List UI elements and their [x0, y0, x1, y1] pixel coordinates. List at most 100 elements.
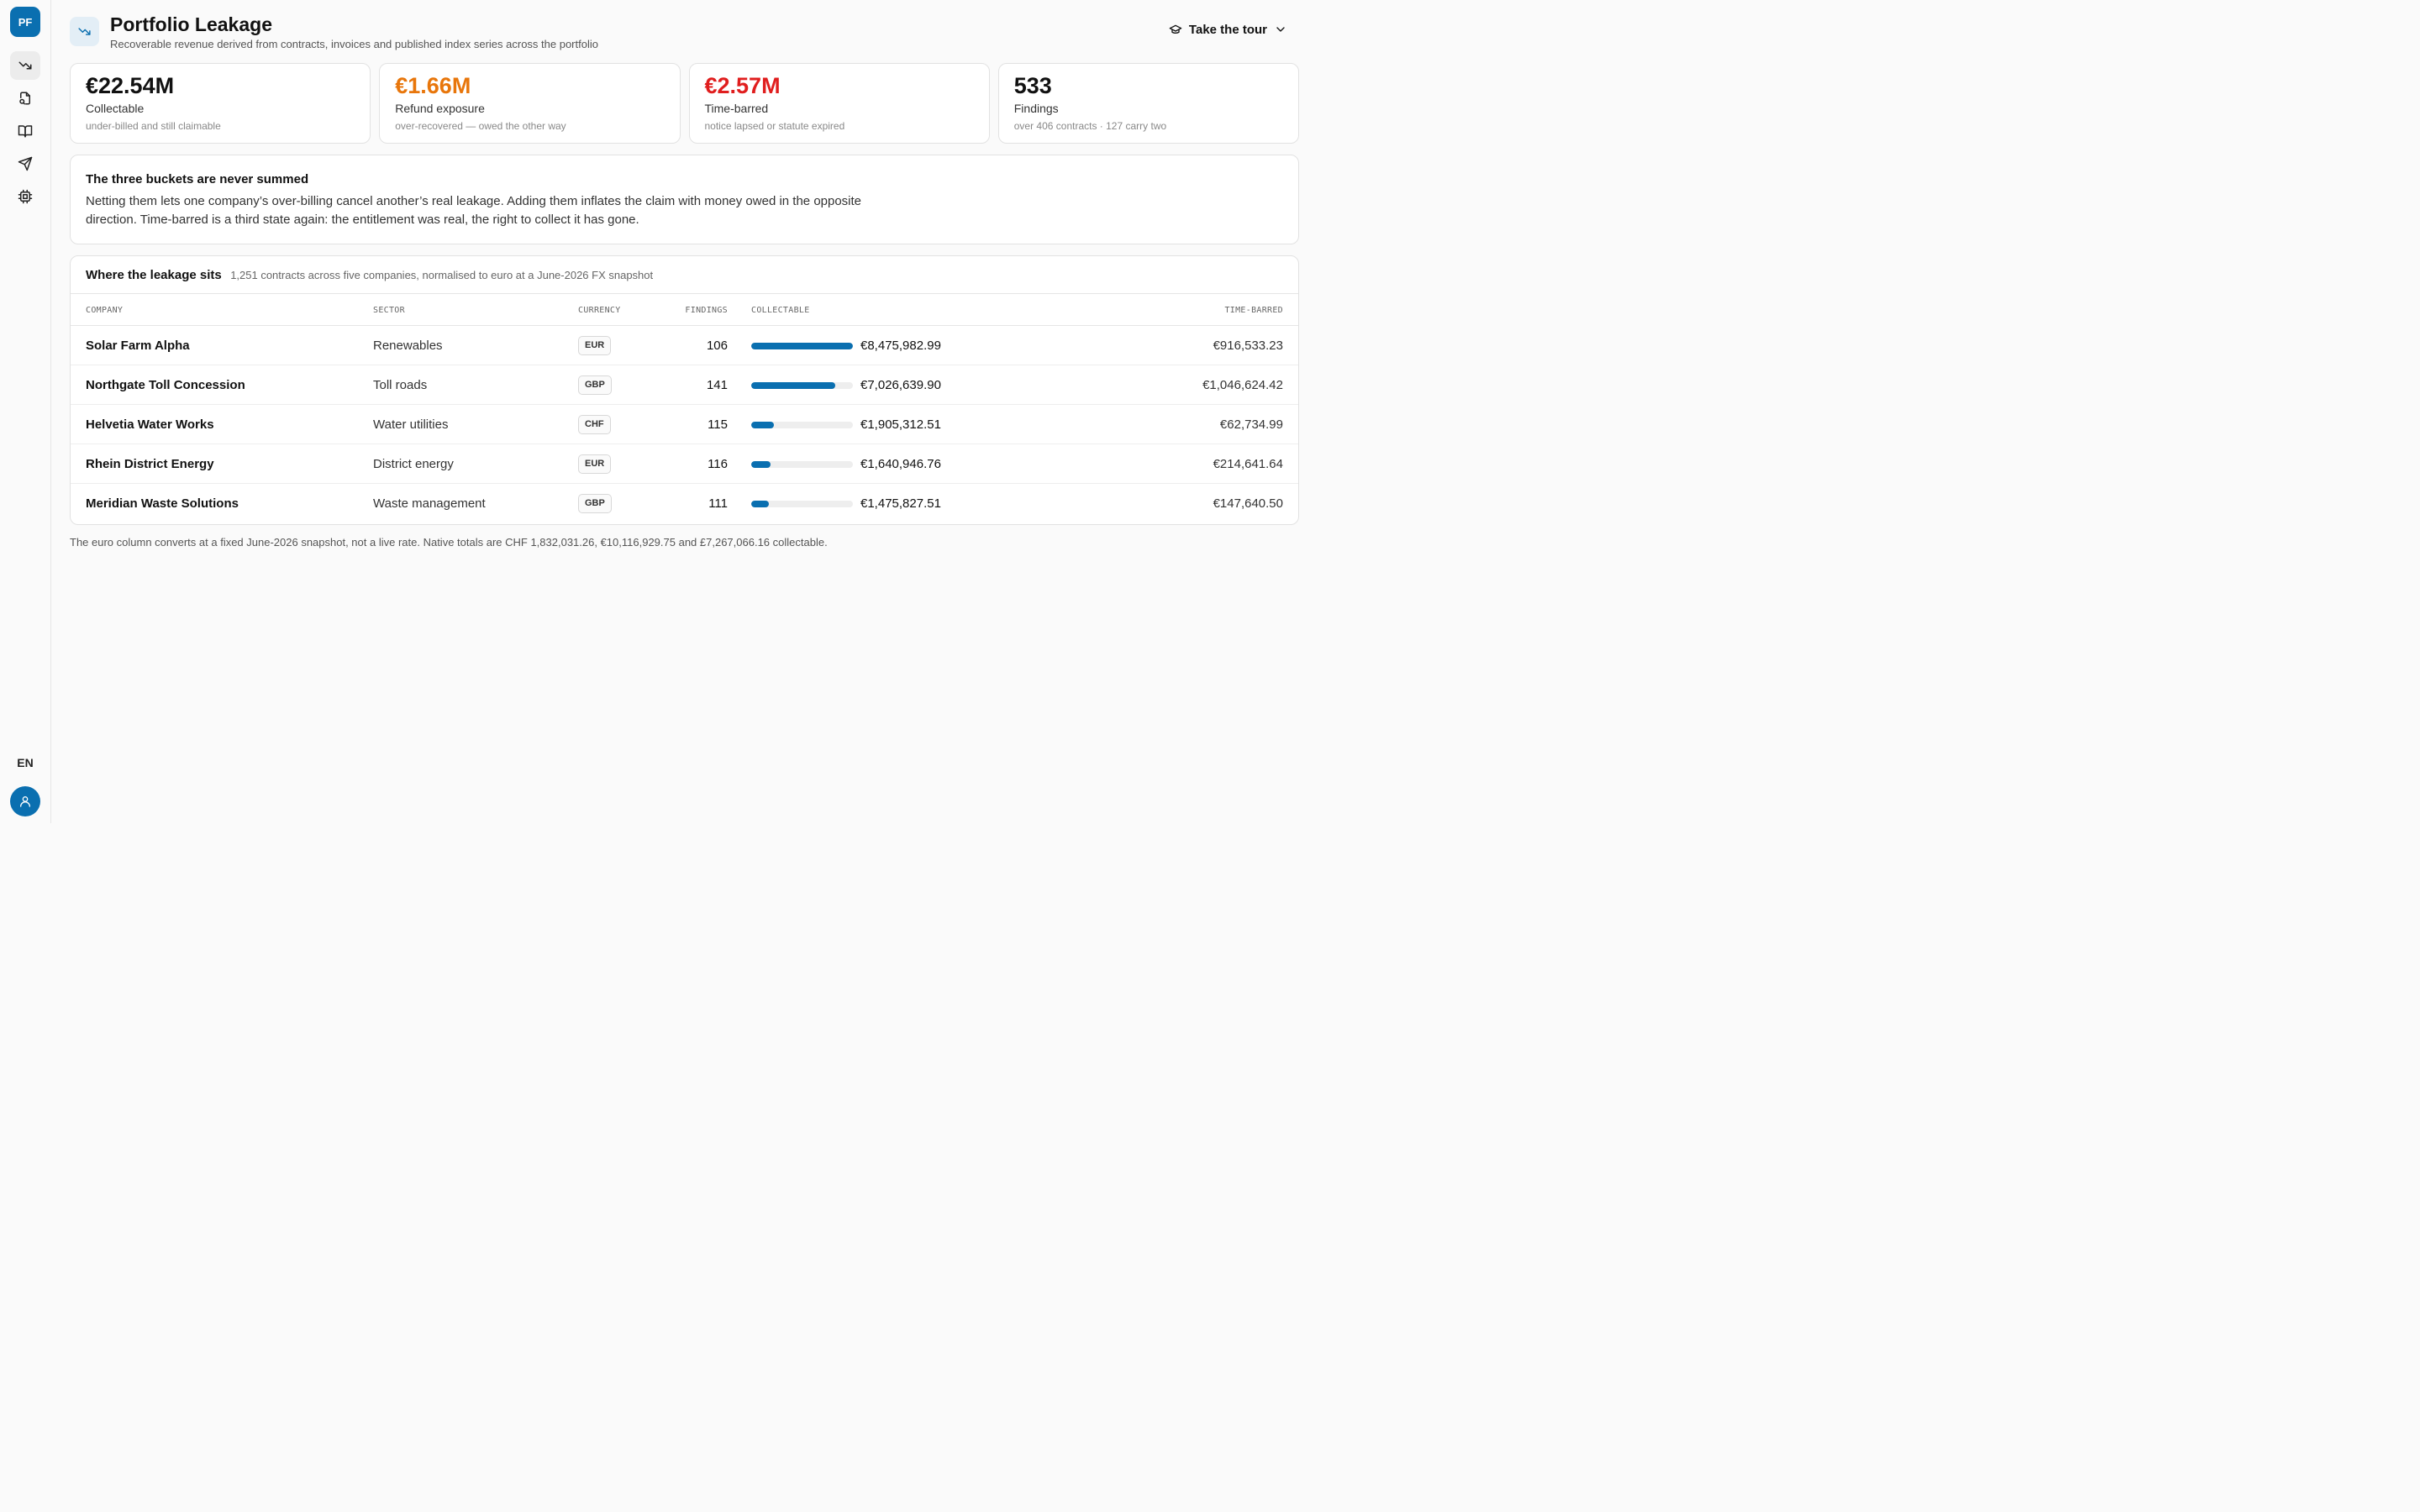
nav-send[interactable]: [10, 150, 40, 178]
note-body: Netting them lets one company’s over-bil…: [86, 194, 862, 227]
collectable-bar-fill: [751, 461, 771, 468]
kpi-value: 533: [1013, 73, 1052, 98]
currency-badge: EUR: [578, 336, 612, 355]
nav-documents[interactable]: [10, 84, 40, 113]
kpi-cards: €22.54M Collectable under-billed and sti…: [70, 63, 1299, 144]
table-row[interactable]: Meridian Waste Solutions Waste managemen…: [71, 484, 1298, 523]
book-open-icon: [18, 125, 33, 138]
nav-library[interactable]: [10, 117, 40, 145]
nav-leakage[interactable]: [10, 51, 40, 80]
language-switch[interactable]: EN: [17, 756, 34, 769]
collectable-amount: €8,475,982.99: [860, 339, 941, 353]
leakage-table: Where the leakage sits 1,251 contracts a…: [70, 255, 1299, 525]
time-barred-amount: €147,640.50: [1213, 496, 1283, 511]
take-tour-label: Take the tour: [1188, 22, 1267, 37]
col-currency[interactable]: CURRENCY: [578, 306, 621, 315]
currency-badge: GBP: [578, 494, 612, 513]
table-row[interactable]: Solar Farm Alpha Renewables EUR 106 €8,4…: [71, 326, 1298, 365]
kpi-label: Refund exposure: [395, 102, 485, 115]
kpi-card-time-barred: €2.57M Time-barred notice lapsed or stat…: [688, 63, 990, 144]
collectable-bar: [751, 461, 853, 468]
send-icon: [18, 156, 33, 171]
company-name: Northgate Toll Concession: [86, 378, 245, 392]
col-collectable[interactable]: COLLECTABLE: [751, 306, 810, 315]
company-name: Helvetia Water Works: [86, 417, 214, 432]
cpu-chip-icon: [18, 189, 33, 204]
time-barred-amount: €916,533.23: [1213, 339, 1283, 353]
app-logo[interactable]: PF: [10, 7, 40, 37]
findings-count: 115: [708, 417, 728, 432]
time-barred-amount: €214,641.64: [1213, 457, 1283, 471]
sector: Waste management: [373, 496, 486, 511]
kpi-sub: notice lapsed or statute expired: [704, 120, 845, 132]
findings-count: 116: [708, 457, 728, 471]
kpi-label: Time-barred: [704, 102, 769, 115]
collectable-amount: €7,026,639.90: [860, 378, 941, 392]
kpi-value: €22.54M: [86, 73, 175, 98]
kpi-sub: over-recovered — owed the other way: [395, 120, 566, 132]
collectable-amount: €1,475,827.51: [860, 496, 941, 511]
col-sector[interactable]: SECTOR: [373, 306, 405, 315]
col-findings[interactable]: FINDINGS: [685, 306, 728, 315]
take-tour-button[interactable]: Take the tour: [1157, 18, 1299, 40]
note-title: The three buckets are never summed: [86, 172, 309, 186]
trending-down-icon: [18, 61, 32, 70]
buckets-note: The three buckets are never summed Netti…: [70, 155, 1299, 244]
company-name: Meridian Waste Solutions: [86, 496, 239, 511]
sidebar: PF EN: [0, 0, 51, 823]
collectable-bar: [751, 501, 853, 507]
table-row[interactable]: Rhein District Energy District energy EU…: [71, 444, 1298, 484]
document-search-icon: [19, 92, 30, 105]
sector: District energy: [373, 457, 454, 471]
page-subtitle: Recoverable revenue derived from contrac…: [110, 38, 598, 50]
collectable-bar-fill: [751, 501, 770, 507]
page-title: Portfolio Leakage: [110, 13, 272, 35]
kpi-sub: under-billed and still claimable: [86, 120, 221, 132]
kpi-label: Findings: [1013, 102, 1059, 115]
col-time-barred[interactable]: TIME-BARRED: [1224, 306, 1283, 315]
collectable-bar-fill: [751, 382, 836, 389]
collectable-bar: [751, 422, 853, 428]
table-title: Where the leakage sits: [86, 268, 222, 282]
table-row[interactable]: Helvetia Water Works Water utilities CHF…: [71, 405, 1298, 444]
kpi-card-findings: 533 Findings over 406 contracts · 127 ca…: [997, 63, 1299, 144]
user-menu-button[interactable]: [10, 786, 40, 816]
sector: Toll roads: [373, 378, 428, 392]
sector: Water utilities: [373, 417, 449, 432]
kpi-sub: over 406 contracts · 127 carry two: [1013, 120, 1167, 132]
kpi-label: Collectable: [86, 102, 145, 115]
table-row[interactable]: Northgate Toll Concession Toll roads GBP…: [71, 365, 1298, 405]
graduation-cap-icon: [1169, 24, 1182, 34]
time-barred-amount: €1,046,624.42: [1202, 378, 1283, 392]
findings-count: 106: [706, 339, 728, 353]
table-subtitle: 1,251 contracts across five companies, n…: [230, 269, 654, 281]
trending-down-icon: [78, 28, 91, 35]
collectable-amount: €1,640,946.76: [860, 457, 941, 471]
user-icon: [20, 796, 30, 807]
company-name: Rhein District Energy: [86, 457, 214, 471]
collectable-bar-fill: [751, 422, 775, 428]
collectable-amount: €1,905,312.51: [860, 417, 941, 432]
currency-badge: EUR: [578, 454, 612, 474]
kpi-card-collectable: €22.54M Collectable under-billed and sti…: [70, 63, 371, 144]
column-headers: COMPANY SECTOR CURRENCY FINDINGS COLLECT…: [71, 294, 1298, 326]
fx-footnote: The euro column converts at a fixed June…: [70, 536, 828, 549]
currency-badge: GBP: [578, 375, 612, 395]
table-header: Where the leakage sits 1,251 contracts a…: [71, 256, 1298, 294]
company-name: Solar Farm Alpha: [86, 339, 190, 353]
page-icon: [70, 17, 99, 46]
collectable-bar-fill: [751, 343, 853, 349]
nav-processing[interactable]: [10, 182, 40, 211]
col-company[interactable]: COMPANY: [86, 306, 124, 315]
chevron-down-icon: [1276, 27, 1285, 32]
time-barred-amount: €62,734.99: [1219, 417, 1283, 432]
sector: Renewables: [373, 339, 443, 353]
kpi-value: €2.57M: [704, 73, 781, 98]
findings-count: 111: [708, 496, 728, 511]
collectable-bar: [751, 343, 853, 349]
findings-count: 141: [706, 378, 728, 392]
collectable-bar: [751, 382, 853, 389]
kpi-value: €1.66M: [395, 73, 471, 98]
currency-badge: CHF: [578, 415, 611, 434]
kpi-card-refund-exposure: €1.66M Refund exposure over-recovered — …: [379, 63, 681, 144]
